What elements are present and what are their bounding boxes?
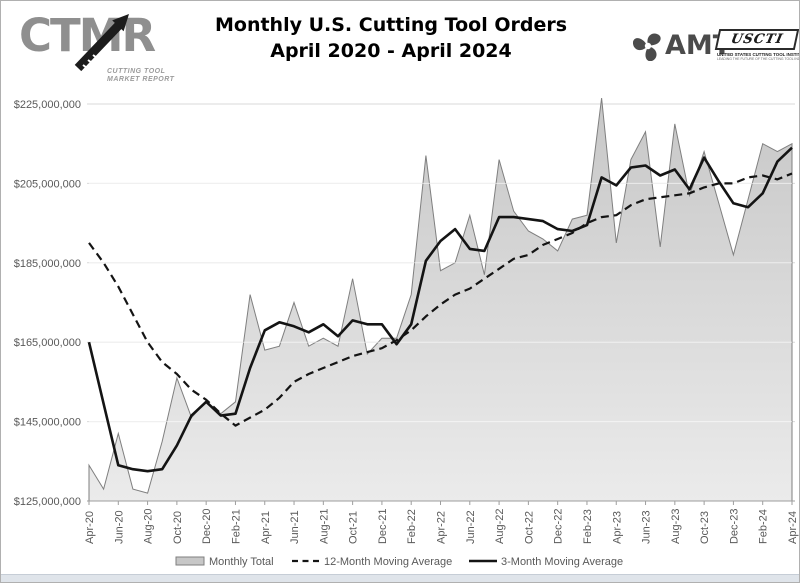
x-axis-label: Jun-21	[289, 510, 301, 544]
x-axis-label: Oct-21	[348, 511, 360, 544]
x-axis-label: Feb-24	[758, 509, 770, 544]
x-axis-label: Aug-21	[318, 509, 330, 544]
x-axis-label: Apr-20	[84, 511, 96, 544]
ma3-line	[87, 146, 793, 473]
ctmr-logo: CTMR CUTTING TOOL MARKET REPORT	[15, 11, 190, 85]
x-axis-label: Apr-22	[436, 511, 448, 544]
amt-trefoil-icon	[633, 32, 661, 61]
x-axis-label: Feb-22	[406, 509, 418, 544]
x-axis-label: Feb-21	[230, 509, 242, 544]
uscti-logo-box: USCTI	[714, 29, 799, 50]
x-axis-label: Aug-22	[494, 509, 506, 544]
legend-area-swatch	[175, 556, 205, 566]
y-axis-label: $225,000,000	[14, 99, 81, 111]
title-line2: April 2020 - April 2024	[270, 40, 512, 62]
x-axis-label: Dec-22	[553, 509, 565, 544]
x-axis-label: Feb-23	[582, 509, 594, 544]
y-axis-label: $185,000,000	[14, 258, 81, 270]
ctmr-tagline-line1: CUTTING TOOL	[107, 68, 166, 75]
uscti-subtitle: UNITED STATES CUTTING TOOL INSTITUTE	[717, 52, 800, 57]
orders-chart: Apr-20 Jun-20 Aug-20 Oct-20 Dec-20 Feb-21 Apr-…	[14, 97, 799, 568]
x-axis-label: Oct-23	[699, 511, 711, 544]
monthly-total-area	[88, 97, 793, 502]
uscti-logo: USCTI UNITED STATES CUTTING TOOL INSTITU…	[714, 29, 800, 61]
x-axis-label: Jun-20	[113, 510, 125, 544]
x-axis-label: Dec-23	[728, 509, 740, 544]
x-axis-label: Apr-24	[787, 511, 799, 544]
y-axis-label: $165,000,000	[14, 337, 81, 349]
x-axis-label: Oct-22	[523, 511, 535, 544]
y-axis-label: $145,000,000	[14, 417, 81, 429]
ma12-line	[88, 172, 793, 427]
ctmr-tagline-line2: MARKET REPORT	[107, 76, 175, 83]
ctmr-tagline: CUTTING TOOL MARKET REPORT	[107, 68, 174, 84]
uscti-tagline: LEADING THE FUTURE OF THE CUTTING TOOL I…	[717, 57, 799, 61]
x-axis-label: Aug-23	[670, 509, 682, 544]
y-axis-label: $125,000,000	[14, 496, 81, 508]
x-axis-label: Apr-23	[611, 511, 623, 544]
x-axis-label: Jun-22	[465, 510, 477, 544]
y-axis-label: $205,000,000	[14, 178, 81, 190]
legend-label: Monthly Total	[209, 556, 274, 568]
uscti-logo-text: USCTI	[729, 32, 785, 47]
x-axis-label: Jun-23	[641, 510, 653, 544]
x-axis-label: Dec-21	[377, 509, 389, 544]
x-axis-label: Apr-21	[260, 511, 272, 544]
x-axis-label: Aug-20	[143, 509, 155, 544]
legend-label: 12-Month Moving Average	[324, 556, 452, 568]
bottom-strip	[1, 574, 799, 582]
x-axis-label: Dec-20	[201, 509, 213, 544]
ctmr-arrow-icon	[74, 14, 129, 72]
page-title: Monthly U.S. Cutting Tool Orders April 2…	[181, 12, 601, 64]
x-axis-label: Oct-20	[172, 511, 184, 544]
title-line1: Monthly U.S. Cutting Tool Orders	[214, 14, 568, 36]
legend-label: 3-Month Moving Average	[501, 556, 623, 568]
